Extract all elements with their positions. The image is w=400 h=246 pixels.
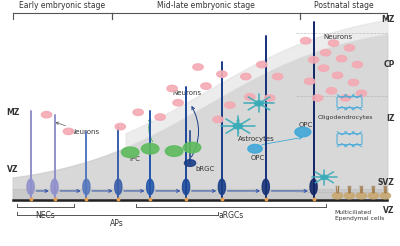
Circle shape [142, 143, 159, 154]
Text: IPC: IPC [130, 156, 140, 162]
Polygon shape [328, 40, 339, 46]
Polygon shape [262, 179, 269, 195]
Polygon shape [340, 95, 351, 101]
Text: NECs: NECs [36, 211, 56, 220]
Text: Neurons: Neurons [172, 90, 201, 96]
Text: Oligodendrocytes: Oligodendrocytes [318, 115, 373, 120]
Text: Neurons: Neurons [56, 122, 100, 136]
Polygon shape [352, 62, 363, 68]
Polygon shape [115, 123, 126, 130]
Text: aRGCs: aRGCs [218, 211, 244, 220]
Circle shape [248, 144, 262, 153]
Text: Astrocytes: Astrocytes [238, 136, 275, 142]
Polygon shape [308, 57, 319, 63]
Text: OPC: OPC [299, 122, 313, 128]
Text: Postnatal stage: Postnatal stage [314, 1, 373, 10]
Circle shape [233, 123, 242, 129]
Polygon shape [245, 94, 255, 100]
Circle shape [255, 101, 263, 106]
Polygon shape [344, 45, 355, 51]
Polygon shape [218, 179, 226, 195]
Circle shape [368, 193, 378, 199]
Circle shape [184, 160, 196, 166]
Text: SVZ: SVZ [378, 178, 394, 187]
Text: Multiciliated
Ependymal cells: Multiciliated Ependymal cells [335, 210, 384, 221]
Polygon shape [320, 49, 331, 56]
Polygon shape [63, 128, 74, 135]
Polygon shape [257, 62, 267, 68]
Polygon shape [41, 111, 52, 118]
Polygon shape [312, 95, 323, 101]
Polygon shape [310, 179, 317, 195]
Polygon shape [272, 73, 283, 80]
Polygon shape [326, 88, 337, 94]
Polygon shape [265, 95, 275, 101]
Polygon shape [217, 71, 227, 77]
Polygon shape [115, 179, 122, 195]
Text: APs: APs [110, 219, 124, 228]
Text: OPC: OPC [251, 154, 265, 161]
Text: IZ: IZ [386, 114, 394, 123]
Text: CP: CP [383, 60, 394, 69]
Polygon shape [173, 100, 183, 106]
Polygon shape [241, 73, 251, 80]
Polygon shape [213, 116, 223, 123]
Text: Early embryonic stage: Early embryonic stage [20, 1, 106, 10]
Polygon shape [193, 64, 203, 70]
Polygon shape [304, 78, 315, 84]
Circle shape [165, 146, 183, 156]
Circle shape [332, 193, 343, 199]
Polygon shape [146, 179, 154, 195]
Text: bRGC: bRGC [195, 167, 214, 172]
Circle shape [344, 193, 355, 199]
Text: VZ: VZ [383, 206, 394, 215]
Polygon shape [201, 83, 211, 89]
Text: MZ: MZ [7, 108, 20, 117]
Polygon shape [225, 102, 235, 108]
Polygon shape [300, 38, 311, 44]
Polygon shape [332, 72, 343, 78]
Circle shape [122, 147, 139, 157]
Polygon shape [182, 179, 190, 195]
Polygon shape [348, 79, 359, 86]
Circle shape [295, 127, 311, 137]
Text: Mid-late embryonic stage: Mid-late embryonic stage [157, 1, 255, 10]
Polygon shape [27, 179, 34, 195]
Polygon shape [155, 114, 165, 120]
Polygon shape [133, 109, 143, 115]
Polygon shape [318, 65, 329, 71]
Polygon shape [167, 85, 177, 92]
Circle shape [183, 142, 201, 153]
Text: VZ: VZ [7, 165, 18, 173]
Circle shape [380, 193, 390, 199]
Circle shape [321, 175, 328, 180]
Polygon shape [83, 179, 90, 195]
Text: MZ: MZ [381, 15, 394, 24]
Text: Neurons: Neurons [323, 34, 352, 40]
Circle shape [356, 193, 367, 199]
Polygon shape [356, 90, 366, 96]
Polygon shape [336, 56, 347, 62]
Polygon shape [51, 179, 58, 195]
